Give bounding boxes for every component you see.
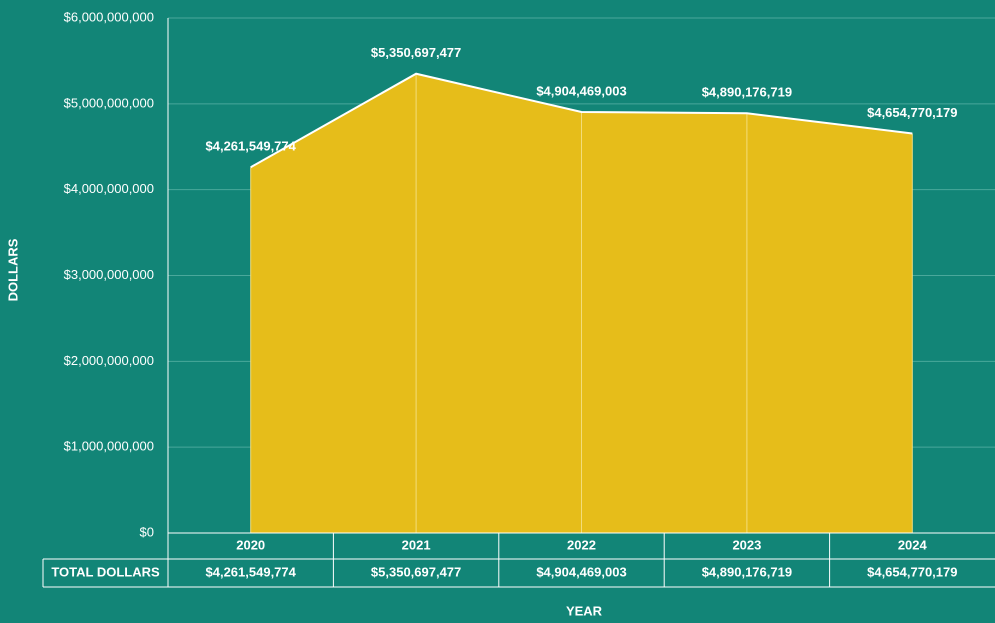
data-label: $4,261,549,774 xyxy=(206,139,297,154)
x-tick-label: 2023 xyxy=(732,537,761,552)
data-label: $4,654,770,179 xyxy=(867,105,957,120)
table-row-label: TOTAL DOLLARS xyxy=(51,564,160,579)
table-value: $5,350,697,477 xyxy=(371,564,461,579)
data-label: $5,350,697,477 xyxy=(371,45,461,60)
data-label: $4,890,176,719 xyxy=(702,85,792,100)
table-value: $4,904,469,003 xyxy=(536,564,626,579)
x-tick-label: 2020 xyxy=(236,537,265,552)
y-tick-label: $1,000,000,000 xyxy=(64,439,154,454)
y-tick-label: $6,000,000,000 xyxy=(64,9,154,24)
y-tick-label: $2,000,000,000 xyxy=(64,353,154,368)
area-line xyxy=(250,72,913,169)
data-label: $4,904,469,003 xyxy=(536,83,626,98)
y-tick-label: $5,000,000,000 xyxy=(64,95,154,110)
x-axis-label: YEAR xyxy=(566,603,603,618)
table-value: $4,654,770,179 xyxy=(867,564,957,579)
x-tick-label: 2024 xyxy=(898,537,928,552)
y-axis-label: DOLLARS xyxy=(5,238,20,301)
table-value: $4,890,176,719 xyxy=(702,564,792,579)
y-tick-label: $3,000,000,000 xyxy=(64,267,154,282)
table-value: $4,261,549,774 xyxy=(206,564,297,579)
y-tick-label: $4,000,000,000 xyxy=(64,181,154,196)
x-tick-label: 2021 xyxy=(402,537,431,552)
x-tick-label: 2022 xyxy=(567,537,596,552)
y-tick-label: $0 xyxy=(140,524,154,539)
